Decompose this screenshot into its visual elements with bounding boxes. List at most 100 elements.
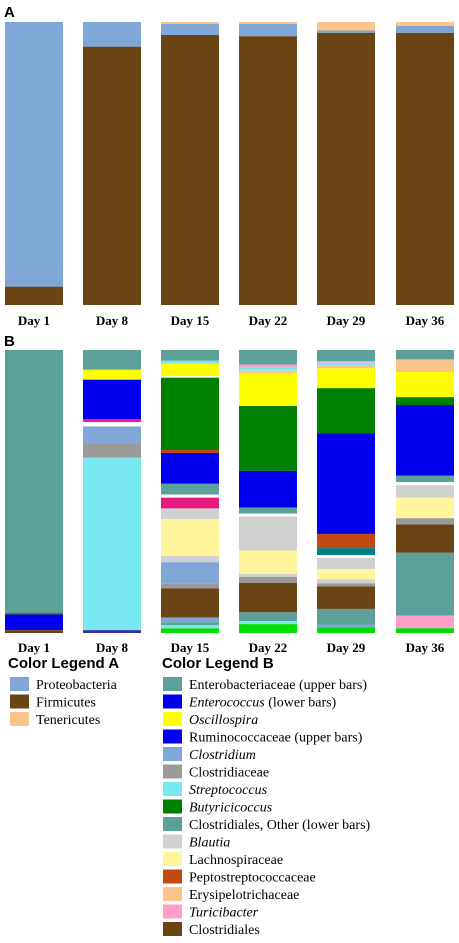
legend-a-item-label: Tenericutes — [36, 713, 100, 728]
panel-b-bar-4-segment-17 — [239, 624, 297, 633]
panel-b-bar-2-segment-8 — [83, 457, 141, 631]
legend-b-item-label: Clostridiales, Other (lower bars) — [189, 818, 371, 833]
panel-a-bar-4-tenericutes — [239, 22, 297, 24]
legend-b-item-swatch — [163, 747, 182, 761]
legend-a-item-swatch — [10, 694, 29, 709]
panel-a-bar-6-firmicutes — [396, 32, 454, 306]
panel-b-bar-6-segment-5 — [396, 405, 454, 476]
panel-a-bar-2-firmicutes — [83, 46, 141, 305]
panel-b-bar-6-segment-2 — [396, 359, 454, 373]
panel-b-bar-3-segment-18 — [161, 622, 219, 626]
panel-b-bar-4-segment-14 — [239, 582, 297, 613]
panel-b-bar-5-segment-7 — [317, 433, 375, 534]
panel-b-bar-6-segment-7 — [396, 482, 454, 486]
legend-b-item-label: Oscillospira — [189, 713, 258, 728]
legend-a-title: Color Legend A — [8, 655, 119, 672]
legend-b-item-swatch — [163, 887, 182, 901]
legend-b-item-label: Enterococcus (lower bars) — [188, 696, 337, 711]
panel-b-bar-4-segment-3 — [239, 367, 297, 371]
panel-b-bar-3-segment-15 — [161, 583, 219, 589]
legend-b: Enterobacteriaceae (upper bars) Enterococ… — [163, 677, 371, 938]
panel-b-bar-3-segment-12 — [161, 519, 219, 557]
panel-b-bar-1-segment-1 — [5, 350, 63, 614]
panel-b-bar-5-segment-17 — [317, 624, 375, 628]
legend-b-item-label: Erysipelotrichaceae — [189, 888, 299, 903]
legend-b-item-label: Enterobacteriaceae (upper bars) — [189, 678, 367, 693]
panel-b-bar-5-segment-15 — [317, 586, 375, 609]
panel-a-day-labels: Day 1 Day 8 Day 15 Day 22 Day 29 Day 36 — [18, 313, 445, 328]
panel-b-bar-3-segment-10 — [161, 497, 219, 509]
panel-b-bar-3-segment-13 — [161, 556, 219, 563]
legend-a: Proteobacteria Firmicutes Tenericutes — [10, 677, 118, 728]
panel-b-day-label: Day 15 — [171, 640, 210, 655]
panel-b-bar-5-segment-1 — [317, 350, 375, 362]
legend-b-item-swatch — [163, 869, 182, 884]
panel-b-bar-3-segment-1 — [161, 350, 219, 361]
panel-b-bar-5-segment-12 — [317, 569, 375, 580]
panel-b-bar-5-segment-3 — [317, 362, 375, 366]
legend-b-item-label: Lachnospiraceae — [189, 853, 283, 868]
panel-b-bar-2-segment-2 — [83, 369, 141, 380]
panel-b-bar-4-segment-8 — [239, 507, 297, 514]
panel-b-bar-4-segment-10 — [239, 516, 297, 551]
panel-b-bar-3-segment-5 — [161, 377, 219, 450]
panel-b-bar-2-segment-3 — [83, 379, 141, 420]
panel-a-bar-5-proteobacteria — [317, 30, 375, 33]
legend-b-item-label: Butyricicoccus — [189, 801, 273, 816]
panel-a-day-label: Day 8 — [96, 313, 129, 328]
legend-a-item-swatch — [10, 712, 29, 726]
panel-a-bar-3-proteobacteria — [161, 23, 219, 36]
legend-b-item-swatch — [163, 782, 182, 796]
panel-a-bar-4-firmicutes — [239, 36, 297, 306]
panel-b-bar-4-segment-11 — [239, 550, 297, 575]
legend-a-item-label: Firmicutes — [36, 696, 96, 711]
panel-b-bar-4-segment-5 — [239, 373, 297, 407]
legend-b-item-label: Clostridiales — [189, 923, 260, 938]
panel-b-bar-2-segment-7 — [83, 443, 141, 458]
legend-b-item-swatch — [163, 729, 182, 744]
panel-b-bars — [5, 350, 454, 633]
panel-b-bar-3-segment-8 — [161, 483, 219, 495]
panel-b-bar-3-segment-16 — [161, 588, 219, 618]
panel-b-bar-6-segment-4 — [396, 397, 454, 406]
panel-b-bar-3-segment-4 — [161, 376, 219, 378]
panel-b-bar-6-segment-3 — [396, 372, 454, 398]
legend-b-item-swatch — [163, 922, 182, 936]
legend-b-title: Color Legend B — [162, 655, 274, 672]
panel-b-day-labels: Day 1 Day 8 Day 15 Day 22 Day 29 Day 36 — [18, 640, 445, 655]
legend-b-item-label: Clostridiaceae — [189, 766, 269, 781]
panel-b-bar-3-segment-17 — [161, 617, 219, 623]
panel-b-bar-5-segment-18 — [317, 627, 375, 633]
panel-b-bar-1-segment-4 — [5, 630, 63, 633]
legend-b-item-swatch — [163, 712, 182, 726]
legend-a-item-label: Proteobacteria — [36, 678, 118, 693]
panel-a-bar-4-proteobacteria — [239, 23, 297, 37]
panel-b-bar-4-segment-15 — [239, 612, 297, 622]
panel-b-bar-6-segment-6 — [396, 475, 454, 483]
panel-a-bar-6-tenericutes — [396, 22, 454, 26]
panel-b-bar-3-segment-7 — [161, 453, 219, 484]
legend-b-item-swatch — [163, 799, 182, 814]
legend-b-item-label: Peptostreptococcaceae — [189, 871, 316, 886]
panel-b-bar-5-segment-14 — [317, 583, 375, 587]
legend-b-item-swatch — [163, 852, 182, 866]
panel-a-day-label: Day 1 — [18, 313, 50, 328]
panel-b-bar-5-segment-11 — [317, 558, 375, 570]
panel-b-bar-4-segment-6 — [239, 406, 297, 471]
panel-b-bar-1-segment-3 — [5, 614, 63, 631]
panel-a-bar-2-proteobacteria — [83, 22, 141, 47]
panel-b-bar-6-segment-10 — [396, 518, 454, 525]
panel-b-bar-4-segment-1 — [239, 350, 297, 365]
legend-b-item-label: Turicibacter — [189, 906, 259, 921]
panel-b-day-label: Day 8 — [96, 640, 129, 655]
legend-b-item-swatch — [163, 764, 182, 779]
legend-b-item-label: Ruminococcaceae (upper bars) — [189, 731, 363, 746]
panel-b-bar-3-segment-19 — [161, 625, 219, 629]
panel-a-day-label: Day 22 — [249, 313, 288, 328]
legend-b-item-swatch — [163, 694, 182, 709]
panel-b-bar-4-segment-7 — [239, 470, 297, 508]
panel-b-bar-5-segment-6 — [317, 388, 375, 434]
panel-b-bar-6-segment-14 — [396, 628, 454, 633]
panel-b-bar-5-segment-9 — [317, 548, 375, 556]
panel-b-bar-6-segment-8 — [396, 485, 454, 498]
